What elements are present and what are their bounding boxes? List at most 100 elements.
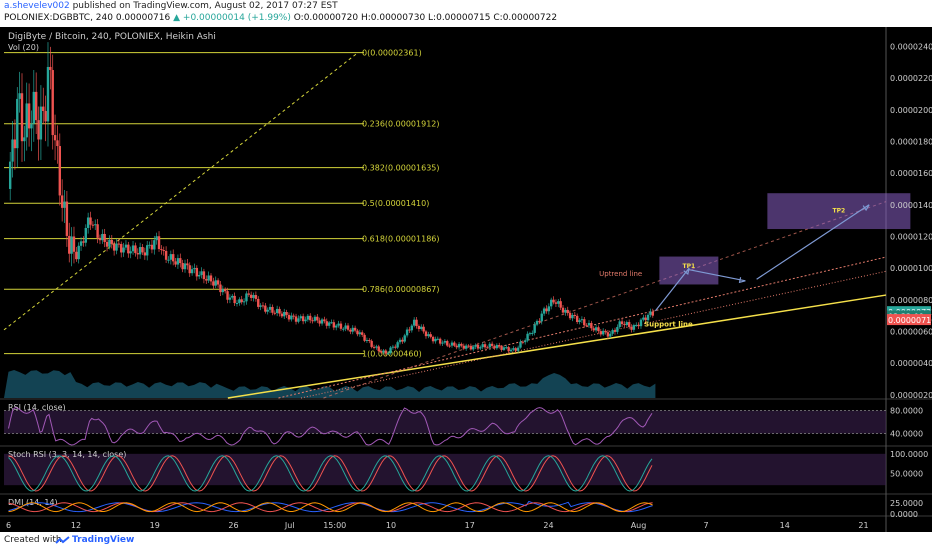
candle-body: [205, 279, 208, 281]
candle-body: [533, 324, 536, 333]
candle-body: [143, 252, 147, 256]
support-line: [227, 294, 887, 399]
candle-body: [294, 316, 298, 322]
candle-body: [49, 66, 52, 71]
candle-body: [632, 325, 636, 330]
candle-body: [98, 237, 102, 241]
candle-body: [620, 321, 624, 325]
candle-body: [356, 330, 359, 335]
candle-body: [410, 325, 414, 331]
uptrend-line-label: Uptrend line: [599, 270, 642, 278]
candle-body: [240, 299, 243, 303]
tradingview-brand[interactable]: TradingView: [72, 535, 135, 545]
candle-body: [179, 258, 182, 264]
candle-body: [20, 93, 24, 142]
candle-body: [587, 322, 591, 326]
candle-body: [207, 275, 210, 281]
candle-body: [349, 329, 352, 332]
x-axis-tick-label: 12: [71, 521, 81, 530]
candle-body: [361, 332, 364, 335]
candle-body: [254, 295, 258, 299]
fib-level-label: 0(0.00002361): [362, 49, 422, 58]
candle-body: [249, 294, 253, 298]
candle-body: [247, 293, 250, 295]
candle-body: [153, 240, 156, 250]
candle-body: [509, 349, 513, 352]
candle-body: [476, 345, 480, 349]
candle-body: [127, 244, 130, 254]
forecast-arrow: [756, 204, 870, 280]
candle-body: [197, 274, 201, 277]
candle-body: [44, 111, 47, 122]
candle-body: [101, 233, 104, 241]
candle-body: [190, 269, 194, 274]
volume-label: Vol (20): [8, 43, 39, 52]
candle-body: [216, 280, 220, 285]
forecast-arrow: [689, 269, 746, 282]
tp1-label: TP1: [683, 263, 696, 270]
candle-body: [68, 235, 71, 254]
candle-body: [103, 233, 106, 242]
candle-body: [313, 316, 317, 321]
candle-body: [16, 98, 19, 149]
fib-level-label: 0.618(0.00001186): [362, 235, 440, 244]
candle-body: [304, 319, 307, 322]
candle-body: [427, 334, 430, 337]
candle-body: [597, 327, 600, 332]
candle-body: [112, 243, 116, 251]
candle-body: [283, 311, 286, 317]
candle-body: [422, 326, 425, 332]
candle-body: [56, 140, 59, 147]
candle-body: [377, 346, 380, 352]
candle-body: [18, 93, 21, 99]
tp2-label: TP2: [833, 208, 846, 215]
candle-body: [27, 103, 31, 129]
rsi-line: [8, 407, 653, 446]
lower-channel-line: [300, 270, 887, 399]
candle-body: [575, 315, 579, 323]
candle-body: [540, 313, 543, 322]
candle-body: [42, 106, 45, 112]
x-axis-tick-label: 24: [543, 521, 553, 530]
candle-body: [34, 91, 38, 121]
candle-body: [299, 316, 302, 319]
dmi-line: [8, 502, 653, 513]
tp2-box: [767, 193, 911, 230]
chart-canvas[interactable]: 0(0.00002361) 0.236(0.00001912) 0.382(0.00…: [0, 27, 932, 532]
author-link[interactable]: a.shevelev002: [4, 1, 70, 11]
symbol-name: POLONIEX:DGBBTC, 240: [4, 13, 113, 23]
candle-body: [583, 319, 586, 326]
candle-body: [306, 315, 310, 320]
candle-body: [483, 344, 487, 348]
candle-body: [117, 243, 121, 245]
candle-body: [472, 346, 475, 350]
candle-body: [514, 348, 517, 351]
candle-body: [353, 327, 357, 331]
candle-body: [495, 345, 499, 349]
candle-body: [455, 345, 458, 348]
fib-level-label: 1(0.00000460): [362, 350, 422, 359]
candle-body: [512, 348, 515, 350]
indicator-tick-label: 50.0000: [890, 469, 923, 478]
candle-body: [604, 330, 607, 333]
candle-body: [403, 335, 406, 342]
candle-body: [91, 224, 95, 226]
x-axis-tick-label: 21: [858, 521, 868, 530]
candle-body: [375, 346, 378, 348]
candle-body: [23, 137, 26, 142]
candle-body: [479, 347, 482, 349]
candle-body: [146, 245, 149, 256]
candle-body: [202, 271, 206, 280]
candle-body: [63, 201, 66, 208]
candle-body: [573, 314, 577, 316]
x-axis-tick-label: Aug: [631, 521, 647, 530]
candle-body: [627, 322, 631, 327]
candle-body: [505, 347, 508, 349]
candle-body: [401, 339, 404, 342]
candle-body: [542, 308, 546, 314]
candle-body: [535, 320, 539, 325]
candle-body: [280, 313, 284, 317]
